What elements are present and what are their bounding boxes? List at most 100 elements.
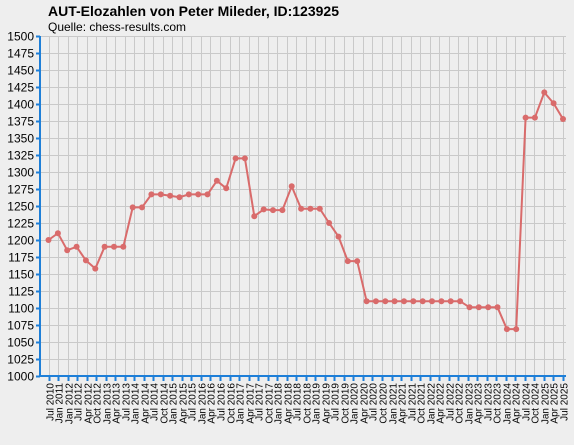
data-point — [410, 298, 417, 305]
x-tick-label: Jul 2018 — [293, 383, 304, 421]
y-tick-label: 1350 — [7, 132, 34, 146]
x-tick-label: Oct 2012 — [93, 383, 104, 424]
data-point — [354, 258, 361, 265]
data-point — [101, 243, 108, 250]
x-tick-label: Oct 2016 — [227, 383, 238, 424]
x-tick-label: Jul 2024 — [522, 383, 533, 421]
data-point — [372, 298, 379, 305]
grid — [40, 36, 566, 377]
x-tick-label: Jan 2014 — [131, 383, 142, 425]
data-point — [419, 298, 426, 305]
x-tick-label: Jan 2011 — [55, 383, 66, 424]
data-point — [260, 206, 267, 213]
data-point — [279, 207, 286, 214]
y-tick-label: 1450 — [7, 64, 34, 78]
x-tick-label: Jul 2020 — [369, 383, 380, 421]
data-point — [326, 220, 333, 226]
data-point — [560, 116, 566, 122]
x-tick-label: Jan 2016 — [198, 383, 209, 425]
data-point — [466, 304, 473, 311]
data-point — [157, 191, 164, 198]
data-point — [111, 243, 117, 250]
x-tick-label: Apr 2019 — [322, 383, 333, 424]
data-point — [129, 204, 136, 211]
data-point — [363, 298, 370, 305]
data-point — [316, 205, 323, 212]
x-tick-label: Apr 2020 — [360, 383, 371, 424]
data-point — [335, 233, 342, 240]
x-tick-label: Apr 2021 — [398, 383, 409, 424]
data-point — [494, 304, 501, 311]
x-tick-label: Oct 2019 — [341, 383, 352, 424]
x-tick-label: Oct 2017 — [265, 383, 276, 424]
data-point — [307, 205, 314, 212]
series-elo — [45, 89, 566, 333]
x-tick-label: Apr 2017 — [246, 383, 257, 424]
x-tick-label: Jul 2021 — [408, 383, 419, 421]
x-tick-label: Jul 2012 — [74, 383, 85, 421]
data-point — [232, 155, 239, 162]
data-point — [513, 326, 520, 333]
x-tick-label: Jan 2018 — [274, 383, 285, 425]
x-tick-label: Jan 2017 — [236, 383, 247, 425]
data-point — [438, 298, 445, 305]
x-tick-label: Apr 2015 — [179, 383, 190, 424]
y-tick-label: 1500 — [7, 30, 34, 44]
x-tick-label: Apr 2012 — [84, 383, 95, 424]
data-point — [550, 100, 557, 107]
data-point — [204, 191, 211, 198]
y-tick-label: 1200 — [7, 234, 34, 248]
data-point — [344, 258, 351, 265]
x-tick-label: Jul 2019 — [331, 383, 342, 421]
x-tick-label: Jan 2024 — [503, 383, 514, 425]
data-point — [195, 191, 202, 198]
data-point — [73, 243, 80, 250]
data-point — [64, 247, 71, 254]
data-point — [213, 177, 220, 184]
data-point — [541, 89, 548, 96]
x-tick-label: Apr 2022 — [436, 383, 447, 424]
data-point — [457, 298, 464, 305]
y-tick-label: 1075 — [7, 319, 34, 333]
data-point — [382, 298, 389, 305]
data-point — [167, 192, 174, 199]
y-tick-label: 1425 — [7, 81, 34, 95]
data-point — [475, 304, 482, 311]
x-tick-label: Oct 2020 — [379, 383, 390, 424]
x-tick-label: Jan 2022 — [427, 383, 438, 425]
data-point — [148, 191, 155, 198]
y-tick-label: 1275 — [7, 183, 34, 197]
data-point — [120, 243, 127, 250]
x-tick-label: Jan 2012 — [65, 383, 76, 425]
x-tick-label: Jul 2015 — [188, 383, 199, 421]
x-tick-label: Jul 2023 — [484, 383, 495, 421]
y-tick-label: 1175 — [8, 251, 34, 265]
data-point — [251, 213, 258, 220]
x-tick-label: Jan 2015 — [169, 383, 180, 425]
x-tick-label: Jan 2023 — [465, 383, 476, 425]
y-tick-label: 1000 — [7, 370, 34, 384]
x-tick-label: Jan 2013 — [103, 383, 114, 425]
y-tick-label: 1375 — [7, 115, 34, 129]
x-tick-label: Jul 2017 — [255, 383, 266, 421]
x-tick-label: Jul 2025 — [560, 383, 571, 421]
data-point — [92, 265, 99, 272]
data-point — [401, 298, 407, 305]
x-tick-label: Apr 2018 — [284, 383, 295, 424]
data-point — [429, 298, 435, 305]
x-tick-label: Jul 2022 — [446, 383, 457, 421]
data-point — [298, 205, 305, 212]
x-tick-label: Jan 2025 — [541, 383, 552, 425]
x-tick-label: Jan 2021 — [389, 383, 400, 425]
y-tick-label: 1325 — [7, 149, 34, 163]
y-tick-label: 1250 — [7, 200, 34, 214]
data-point — [223, 185, 230, 192]
x-tick-label: Apr 2024 — [512, 383, 523, 424]
data-point — [391, 298, 398, 305]
x-tick-label: Apr 2014 — [141, 383, 152, 424]
x-tick-label: Jul 2010 — [46, 383, 57, 421]
y-tick-label: 1475 — [7, 47, 34, 61]
